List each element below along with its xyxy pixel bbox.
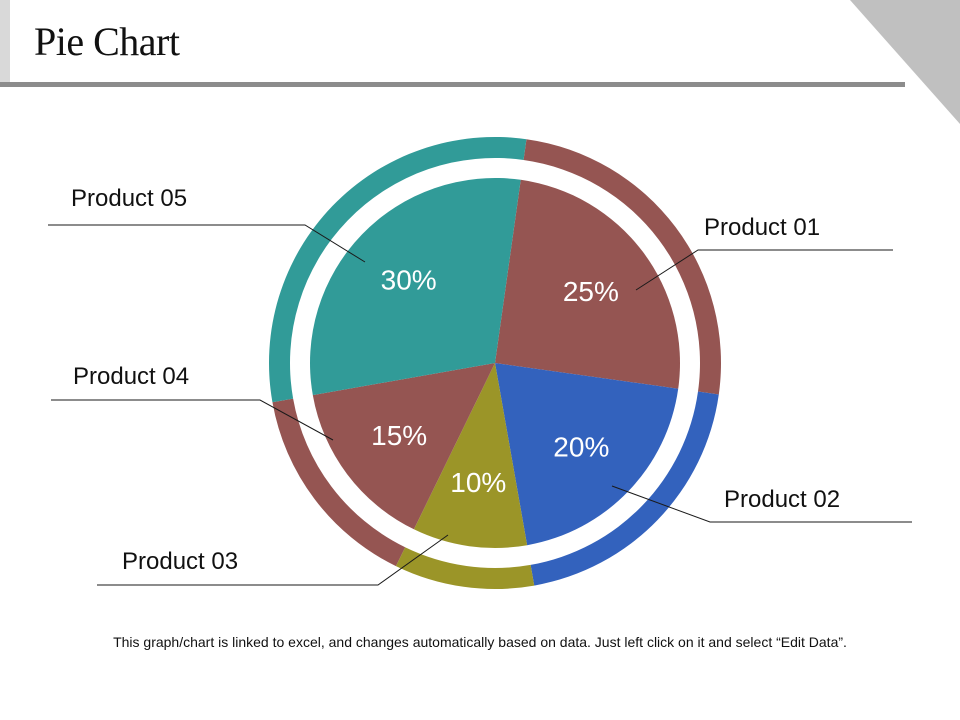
- pie-slice-product-05[interactable]: [310, 177, 521, 396]
- leader-line-product-02: [611, 485, 912, 523]
- ring-segment-product-01: [523, 139, 721, 395]
- percent-label-product-01: 25%: [563, 276, 619, 307]
- ring-segment-product-04: [272, 398, 406, 567]
- percent-label-product-02: 20%: [553, 431, 609, 462]
- footer-note: This graph/chart is linked to excel, and…: [113, 634, 847, 650]
- percent-label-product-05: 30%: [381, 265, 437, 296]
- category-label-product-05: Product 05: [71, 185, 187, 212]
- category-label-product-04: Product 04: [73, 363, 189, 390]
- leader-line-product-05: [48, 224, 366, 263]
- outer-ring: [268, 136, 721, 589]
- leader-line-product-04: [51, 399, 334, 441]
- page-title: Pie Chart: [34, 19, 180, 64]
- leader-line-product-01: [635, 249, 893, 291]
- header-divider: [0, 82, 905, 87]
- ring-segment-product-03: [395, 547, 535, 589]
- pie-slice-product-02[interactable]: [495, 363, 679, 546]
- pie-slice-product-04[interactable]: [312, 363, 495, 530]
- category-label-product-02: Product 02: [724, 486, 840, 513]
- header-accent-bar: [0, 0, 10, 82]
- ring-segment-product-02: [530, 391, 719, 586]
- percent-label-product-03: 10%: [450, 467, 506, 498]
- leader-line-product-03: [97, 534, 449, 586]
- percent-label-product-04: 15%: [371, 420, 427, 451]
- pie-slice-product-01[interactable]: [495, 179, 680, 389]
- category-label-product-03: Product 03: [122, 548, 238, 575]
- category-label-product-01: Product 01: [704, 214, 820, 241]
- pie-slice-product-03[interactable]: [413, 363, 528, 549]
- pie-slices[interactable]: [310, 177, 680, 549]
- slice-labels: 25% Product 01 20% Product 02 10% Product 03 1…: [48, 185, 912, 586]
